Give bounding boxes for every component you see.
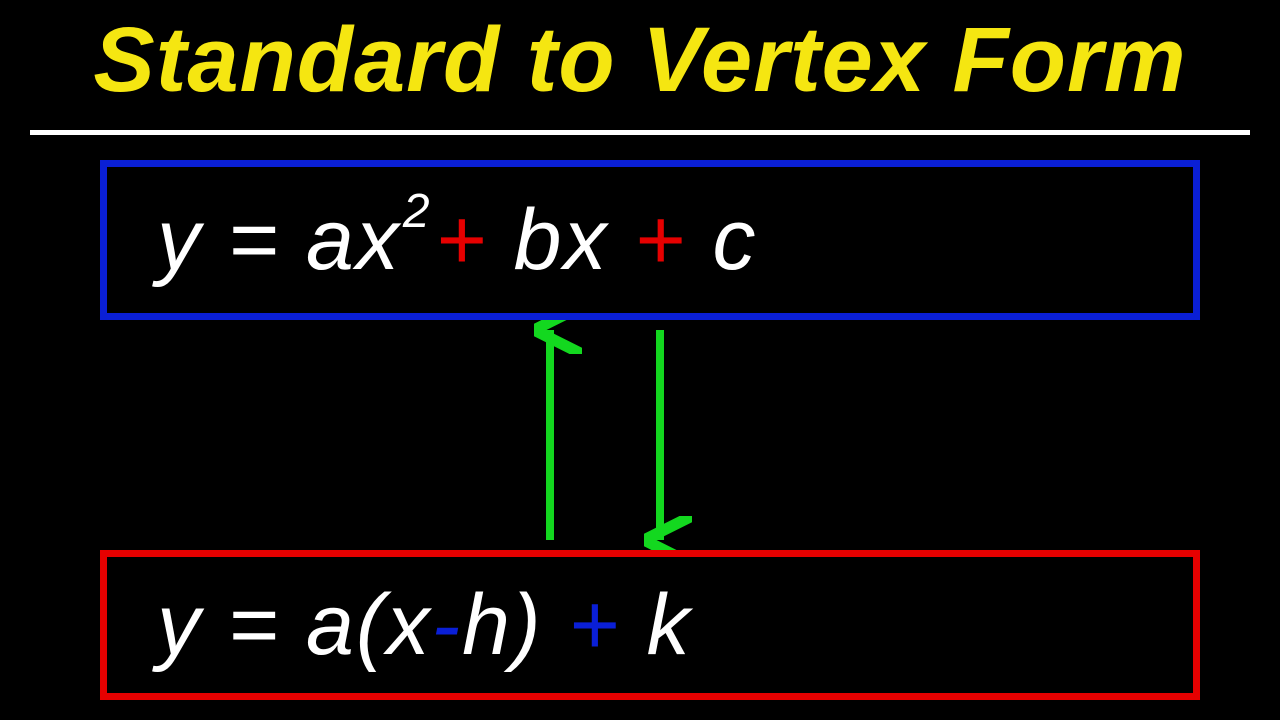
equation-piece: y = a(x: [157, 577, 431, 673]
equation-piece: -: [431, 577, 462, 673]
page-title: Standard to Vertex Form: [30, 8, 1250, 113]
conversion-arrows-icon: [490, 320, 730, 550]
vertex-form-equation: y = a(x-h) + k: [157, 576, 692, 675]
equation-piece: bx: [488, 192, 635, 288]
equation-piece: h): [462, 577, 568, 673]
equation-piece: c: [687, 192, 758, 288]
standard-form-box: y = ax2+ bx + c: [100, 160, 1200, 320]
equation-piece: +: [569, 577, 621, 673]
equation-piece: y = ax: [157, 192, 401, 288]
equation-piece: +: [634, 192, 686, 288]
equation-exponent: 2: [403, 185, 432, 238]
standard-form-equation: y = ax2+ bx + c: [157, 191, 758, 290]
vertex-form-box: y = a(x-h) + k: [100, 550, 1200, 700]
equation-piece: +: [436, 192, 488, 288]
title-underline: [30, 130, 1250, 135]
equation-piece: k: [621, 577, 692, 673]
